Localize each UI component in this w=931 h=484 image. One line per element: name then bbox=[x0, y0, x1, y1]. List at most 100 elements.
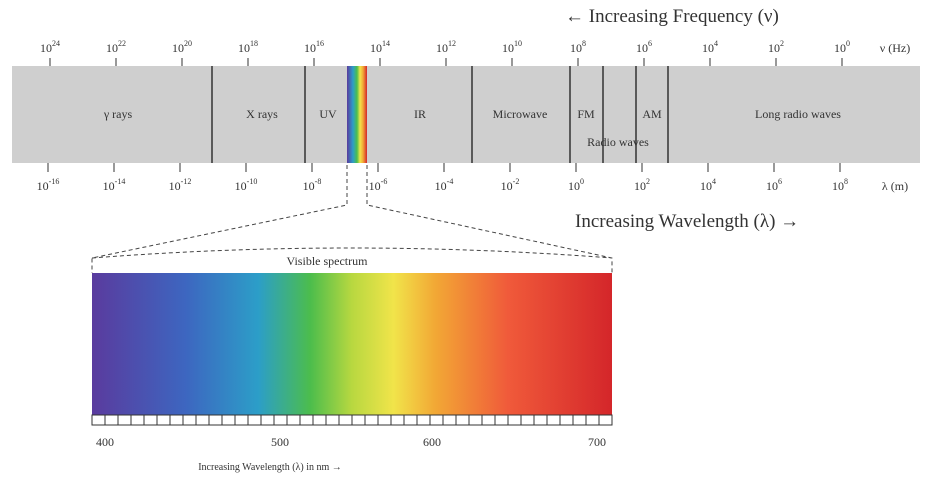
band-label: UV bbox=[319, 107, 337, 121]
exponent: 4 bbox=[712, 177, 716, 186]
exponent: 12 bbox=[448, 39, 456, 48]
exponent: -4 bbox=[447, 177, 454, 186]
wavelength-unit: λ (m) bbox=[882, 179, 908, 193]
base: 10 bbox=[834, 41, 846, 55]
power-label: 10-16 bbox=[37, 177, 60, 193]
exponent: 0 bbox=[580, 177, 584, 186]
power-label: 10-6 bbox=[369, 177, 388, 193]
base: 10 bbox=[436, 41, 448, 55]
visible-strip bbox=[347, 66, 367, 163]
power-label: 10-10 bbox=[235, 177, 258, 193]
ruler: 400 500 600 700 bbox=[92, 415, 612, 449]
base: 10 bbox=[369, 179, 381, 193]
frequency-title: ← Increasing Frequency (ν) bbox=[565, 6, 779, 27]
exponent: 20 bbox=[184, 39, 192, 48]
exponent: -12 bbox=[181, 177, 192, 186]
power-label: 102 bbox=[768, 39, 784, 55]
power-label: 108 bbox=[832, 177, 848, 193]
power-label: 104 bbox=[700, 177, 716, 193]
nm-tick-label: 500 bbox=[271, 435, 289, 449]
base: 10 bbox=[634, 179, 646, 193]
nm-tick-label: 400 bbox=[96, 435, 114, 449]
band-label: γ rays bbox=[103, 107, 133, 121]
base: 10 bbox=[501, 179, 513, 193]
exponent: 6 bbox=[778, 177, 782, 186]
exponent: 22 bbox=[118, 39, 126, 48]
base: 10 bbox=[568, 179, 580, 193]
power-label: 100 bbox=[568, 177, 584, 193]
power-label: 10-2 bbox=[501, 177, 520, 193]
base: 10 bbox=[766, 179, 778, 193]
base: 10 bbox=[502, 41, 514, 55]
wavelength-title: Increasing Wavelength (λ) → bbox=[575, 211, 799, 232]
exponent: -6 bbox=[381, 177, 388, 186]
exponent: 2 bbox=[646, 177, 650, 186]
exponent: 18 bbox=[250, 39, 258, 48]
base: 10 bbox=[303, 179, 315, 193]
exponent: 10 bbox=[514, 39, 522, 48]
power-label: 1010 bbox=[502, 39, 522, 55]
nm-tick-label: 700 bbox=[588, 435, 606, 449]
exponent: -14 bbox=[115, 177, 126, 186]
base: 10 bbox=[103, 179, 115, 193]
visible-title: Visible spectrum bbox=[287, 254, 369, 268]
base: 10 bbox=[832, 179, 844, 193]
band-label: Microwave bbox=[493, 107, 548, 121]
power-label: 100 bbox=[834, 39, 850, 55]
base: 10 bbox=[370, 41, 382, 55]
power-label: 1018 bbox=[238, 39, 258, 55]
exponent: 2 bbox=[780, 39, 784, 48]
power-label: 1024 bbox=[40, 39, 60, 55]
power-label: 108 bbox=[570, 39, 586, 55]
band-label: FM bbox=[577, 107, 595, 121]
power-label: 102 bbox=[634, 177, 650, 193]
base: 10 bbox=[570, 41, 582, 55]
nm-tick-label: 600 bbox=[423, 435, 441, 449]
base: 10 bbox=[172, 41, 184, 55]
base: 10 bbox=[238, 41, 250, 55]
base: 10 bbox=[636, 41, 648, 55]
exponent: 24 bbox=[52, 39, 60, 48]
nm-axis-label: Increasing Wavelength (λ) in nm → bbox=[198, 462, 342, 473]
base: 10 bbox=[40, 41, 52, 55]
power-label: 106 bbox=[766, 177, 782, 193]
power-label: 1020 bbox=[172, 39, 192, 55]
exponent: 8 bbox=[844, 177, 848, 186]
power-label: 1016 bbox=[304, 39, 324, 55]
exponent: -10 bbox=[247, 177, 258, 186]
spectrum-diagram: ← Increasing Frequency (ν) γ rays X rays U… bbox=[0, 0, 931, 484]
base: 10 bbox=[235, 179, 247, 193]
power-label: 106 bbox=[636, 39, 652, 55]
exponent: 14 bbox=[382, 39, 390, 48]
base: 10 bbox=[435, 179, 447, 193]
base: 10 bbox=[106, 41, 118, 55]
base: 10 bbox=[768, 41, 780, 55]
band-label: AM bbox=[642, 107, 662, 121]
power-label: 1012 bbox=[436, 39, 456, 55]
power-label: 1022 bbox=[106, 39, 126, 55]
exponent: 8 bbox=[582, 39, 586, 48]
exponent: -16 bbox=[49, 177, 60, 186]
exponent: 16 bbox=[316, 39, 324, 48]
power-label: 10-8 bbox=[303, 177, 322, 193]
band-label: Radio waves bbox=[587, 135, 649, 149]
band-label: IR bbox=[414, 107, 426, 121]
power-label: 10-14 bbox=[103, 177, 126, 193]
base: 10 bbox=[304, 41, 316, 55]
exponent: 6 bbox=[648, 39, 652, 48]
base: 10 bbox=[169, 179, 181, 193]
exponent: 4 bbox=[714, 39, 718, 48]
base: 10 bbox=[37, 179, 49, 193]
exponent: -8 bbox=[315, 177, 322, 186]
visible-gradient bbox=[92, 273, 612, 415]
base: 10 bbox=[700, 179, 712, 193]
power-label: 10-4 bbox=[435, 177, 454, 193]
exponent: -2 bbox=[513, 177, 520, 186]
exponent: 0 bbox=[846, 39, 850, 48]
band-label: Long radio waves bbox=[755, 107, 841, 121]
band-label: X rays bbox=[246, 107, 278, 121]
base: 10 bbox=[702, 41, 714, 55]
power-label: 10-12 bbox=[169, 177, 192, 193]
power-label: 1014 bbox=[370, 39, 390, 55]
frequency-unit: ν (Hz) bbox=[880, 41, 910, 55]
